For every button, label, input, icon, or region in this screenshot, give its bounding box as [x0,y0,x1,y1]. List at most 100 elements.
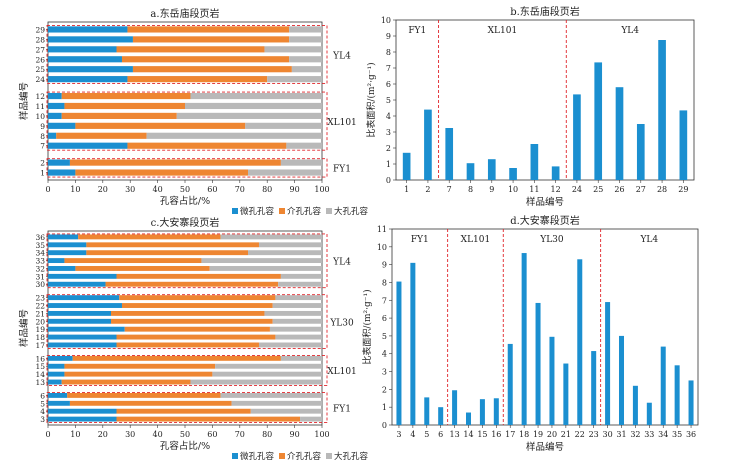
y-tick-label: 10 [381,16,391,25]
x-tick-label: 33 [644,430,654,439]
bar-segment-meso-16 [72,355,281,361]
x-tick-label: 90 [290,430,300,439]
bar-segment-micro-5 [48,400,70,406]
bar-sample-28 [658,40,666,180]
bar-segment-meso-18 [116,334,276,340]
legend-label-meso: 介孔孔容 [287,206,322,217]
bar-segment-macro-28 [289,36,322,43]
bar-segment-macro-16 [280,355,322,361]
y-tick-label: 16 [35,354,45,363]
y-tick-label: 36 [35,233,45,242]
y-tick-label: 5 [386,96,391,105]
y-tick-label: 11 [35,102,45,111]
legend-label-meso: 介孔孔容 [287,451,322,462]
bar-segment-meso-13 [61,379,191,385]
bar-sample-1 [402,152,411,180]
bar-segment-macro-32 [209,266,322,271]
group-outline [46,294,328,349]
x-tick-label: 100 [314,185,329,194]
y-tick-label: 8 [386,48,391,57]
group-outline [46,233,328,289]
y-tick-label: 22 [35,302,45,311]
y-tick-label: 32 [35,264,45,273]
bar-segment-meso-34 [86,250,249,256]
bar-segment-macro-8 [146,132,322,139]
bar-segment-meso-31 [116,273,281,279]
bar-segment-meso-32 [75,266,210,271]
bar-segment-meso-12 [61,92,191,100]
bar-segment-macro-21 [264,310,322,316]
x-tick-label: 40 [153,185,163,194]
bar-sample-31 [618,335,625,425]
bar-segment-micro-25 [48,66,133,73]
bar-segment-micro-27 [48,46,117,53]
x-tick-label: 70 [235,430,245,439]
bar-sample-12 [551,166,560,180]
bar-segment-macro-11 [185,102,322,110]
bar-segment-meso-8 [56,132,147,139]
bar-segment-macro-35 [258,242,322,248]
bar-segment-meso-4 [116,408,251,414]
y-tick-label: 2 [386,144,391,153]
panel-title: b.东岳庙段页岩 [510,5,580,18]
bar-sample-13 [452,390,458,425]
y-tick-label: 17 [35,341,45,350]
x-tick-label: 8 [468,185,473,194]
bar-segment-micro-13 [48,379,62,385]
y-tick-label: 33 [35,257,45,266]
bar-sample-20 [549,336,555,425]
bar-segment-micro-12 [48,92,62,100]
bar-segment-macro-33 [201,258,322,264]
bar-sample-10 [509,168,517,180]
bar-segment-micro-30 [48,281,106,287]
x-tick-label: 7 [447,185,452,194]
bar-segment-micro-18 [48,334,117,340]
bar-sample-11 [530,144,539,180]
group-label: XL101 [488,26,518,36]
bar-sample-35 [674,365,680,425]
bar-segment-macro-36 [220,234,322,240]
panel-title: d.大安寨段页岩 [510,214,580,227]
y-tick-label: 14 [35,370,45,379]
bar-sample-33 [646,402,652,425]
x-tick-label: 29 [678,185,688,194]
bar-sample-27 [636,124,645,180]
bar-sample-24 [573,94,581,180]
bar-segment-meso-14 [64,371,213,377]
x-tick-label: 27 [636,185,646,194]
group-outline [46,91,328,151]
group-label: YL4 [332,51,351,61]
x-tick-label: 26 [614,185,624,194]
y-tick-label: 8 [382,278,387,287]
y-tick-label: 5 [40,399,45,408]
bar-segment-macro-20 [272,318,322,324]
bar-sample-21 [563,363,569,425]
y-tick-label: 6 [40,391,45,400]
bar-sample-8 [466,163,475,180]
x-tick-label: 23 [589,430,599,439]
bar-segment-micro-21 [48,310,112,316]
y-tick-label: 6 [386,80,391,89]
group-label: YL4 [639,235,658,245]
bar-segment-micro-4 [48,408,117,414]
bar-sample-7 [445,128,454,180]
bar-segment-micro-7 [48,142,128,149]
y-tick-label: 0 [386,176,391,185]
y-axis-label: 比表面积/(m²·g⁻¹) [361,289,373,364]
x-tick-label: 14 [463,430,473,439]
bar-segment-macro-2 [280,159,322,166]
y-tick-label: 2 [40,159,45,168]
bar-segment-micro-14 [48,371,65,377]
bar-segment-macro-1 [248,169,322,176]
bar-sample-32 [632,385,638,425]
bar-segment-meso-15 [64,363,216,369]
x-tick-label: 21 [561,430,571,439]
bar-segment-meso-10 [61,112,177,119]
bar-segment-meso-5 [69,400,232,406]
bar-segment-meso-33 [64,258,202,264]
group-label: YL30 [329,318,354,328]
x-tick-label: 3 [396,430,401,439]
bar-segment-micro-1 [48,169,76,176]
y-tick-label: 4 [40,407,45,416]
